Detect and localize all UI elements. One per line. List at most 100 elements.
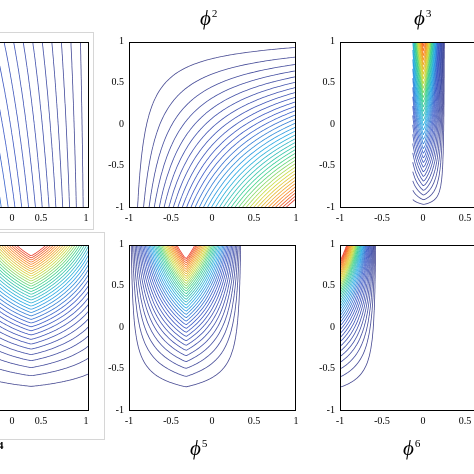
- contour-line: [4, 246, 59, 267]
- contour-line: [143, 246, 229, 329]
- contour-line: [268, 183, 295, 207]
- contour-line: [412, 43, 442, 177]
- y-tick: -1: [326, 405, 335, 416]
- contour-line: [145, 246, 227, 326]
- contour-line: [0, 291, 88, 332]
- contour-line: [341, 246, 375, 369]
- contour-line: [418, 43, 429, 75]
- x-tick: -0.5: [374, 416, 390, 427]
- contour-line: [137, 47, 295, 207]
- contour-line: [61, 43, 70, 207]
- contour-line: [341, 246, 352, 273]
- contour-line: [341, 246, 351, 268]
- contour-line: [11, 246, 51, 261]
- x-tick: -1: [124, 416, 134, 427]
- x-tick: 0.5: [247, 416, 261, 427]
- contour-line: [238, 156, 295, 207]
- contour-line: [194, 114, 295, 207]
- contour-line: [165, 246, 207, 279]
- contour-line: [341, 246, 360, 298]
- x-tick: 0: [9, 416, 15, 427]
- contour-line: [163, 81, 295, 207]
- plot-phi3: [340, 42, 474, 208]
- contour-line: [186, 106, 295, 207]
- x-tick: 0.5: [34, 213, 48, 224]
- contour-line: [173, 246, 199, 266]
- contour-line: [168, 246, 204, 275]
- contour-line: [215, 134, 295, 207]
- contour-line: [341, 246, 348, 262]
- contour-line: [341, 246, 350, 266]
- contour-line: [170, 246, 202, 270]
- contour-line: [146, 246, 226, 322]
- contour-line: [234, 153, 295, 207]
- contour-line: [413, 43, 434, 117]
- x-tick: 1: [83, 213, 89, 224]
- contour-line: [341, 246, 359, 295]
- contour-line: [341, 246, 365, 315]
- contour-line: [230, 149, 295, 207]
- contour-line: [150, 246, 222, 312]
- x-tick: 0: [420, 416, 426, 427]
- contour-line: [341, 246, 361, 300]
- y-tick: -1: [115, 202, 124, 213]
- contour-line: [412, 43, 440, 163]
- contour-line: [173, 92, 295, 207]
- contour-line: [0, 246, 80, 290]
- contour-line: [0, 246, 68, 277]
- plot-phi5: [129, 245, 296, 411]
- contour-line: [164, 246, 208, 282]
- contour-line: [147, 246, 225, 319]
- contour-line: [171, 246, 200, 268]
- contour-line: [132, 246, 240, 377]
- contour-line: [412, 43, 436, 131]
- contour-line: [242, 160, 295, 207]
- contour-line: [341, 246, 353, 275]
- contour-line: [412, 43, 441, 173]
- contour-line: [341, 246, 362, 303]
- contour-line: [412, 43, 445, 201]
- contour-line: [341, 246, 370, 337]
- contour-line: [151, 246, 221, 309]
- panel-title-2: ϕ2: [200, 6, 218, 30]
- panel-title-5: ϕ5: [190, 436, 208, 460]
- contour-line: [22, 43, 43, 207]
- contour-line: [264, 180, 295, 207]
- x-tick: -0.5: [163, 416, 179, 427]
- contour-line: [0, 196, 2, 207]
- contour-line: [412, 43, 443, 187]
- contour-line: [0, 269, 88, 317]
- contour-line: [412, 43, 442, 182]
- contour-line: [0, 152, 9, 207]
- y-tick: 0.5: [322, 280, 336, 291]
- contour-line: [341, 246, 369, 333]
- x-tick: 0: [209, 416, 215, 427]
- contour-line: [0, 246, 66, 274]
- contour-line: [341, 246, 376, 388]
- contour-line: [0, 250, 88, 304]
- x-tick: 0.5: [247, 213, 261, 224]
- contour-line: [0, 246, 78, 287]
- contour-line: [142, 246, 230, 333]
- x-tick: -1: [124, 213, 134, 224]
- contour-line: [207, 126, 295, 207]
- contour-line: [148, 246, 224, 315]
- contour-line: [341, 246, 351, 271]
- contour-line: [412, 43, 435, 126]
- contour-line: [199, 118, 295, 207]
- contour-line: [420, 43, 427, 61]
- contour-line: [0, 246, 88, 301]
- contour-line: [412, 43, 444, 196]
- y-tick: 0: [119, 119, 124, 130]
- contour-line: [0, 259, 88, 310]
- contour-line: [156, 246, 216, 297]
- contour-line: [190, 110, 295, 207]
- x-tick: 0: [209, 213, 215, 224]
- contour-line: [0, 335, 88, 361]
- contour-line: [0, 304, 88, 340]
- contour-line: [341, 246, 372, 346]
- contour-line: [341, 246, 366, 319]
- y-tick: 1: [330, 239, 335, 250]
- contour-line: [162, 246, 209, 284]
- x-tick: -0.5: [163, 213, 179, 224]
